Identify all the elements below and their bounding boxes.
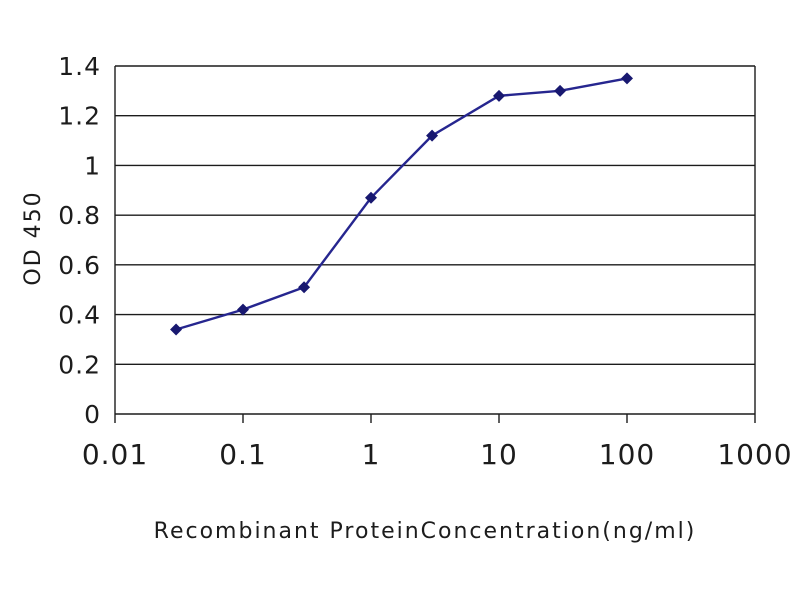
data-point-marker [554,84,567,97]
x-tick-label: 0.01 [82,438,148,471]
x-tick-label: 0.1 [219,438,267,471]
x-axis-tick-labels: 0.01 0.1 1 10 100 1000 [82,414,792,471]
data-point-marker [298,281,311,294]
data-point-marker [621,72,633,85]
y-tick-label: 1.2 [58,102,101,131]
y-tick-label: 0 [84,400,101,429]
y-tick-label: 1 [84,151,101,180]
data-point-marker [426,129,439,142]
x-tick-label: 100 [599,438,655,471]
y-tick-label: 1.4 [58,52,101,81]
y-axis-title: OD 450 [21,190,46,285]
data-point-marker [237,303,249,316]
y-tick-label: 0.6 [58,251,101,280]
gridlines [114,65,756,415]
data-point-marker [170,323,183,336]
data-point-marker [493,89,505,102]
data-series [170,72,633,336]
data-point-marker [365,191,377,204]
x-tick-label: 1 [362,438,381,471]
y-tick-label: 0.4 [58,301,101,330]
y-tick-label: 0.2 [58,350,101,379]
x-axis-title: Recombinant ProteinConcentration(ng/ml) [154,519,697,544]
x-tick-label: 10 [480,438,518,471]
series-line [175,77,628,331]
y-axis-tick-labels: 0 0.2 0.4 0.6 0.8 1 1.2 1.4 [58,52,101,429]
y-tick-label: 0.8 [58,201,101,230]
x-tick-label: 1000 [717,438,792,471]
